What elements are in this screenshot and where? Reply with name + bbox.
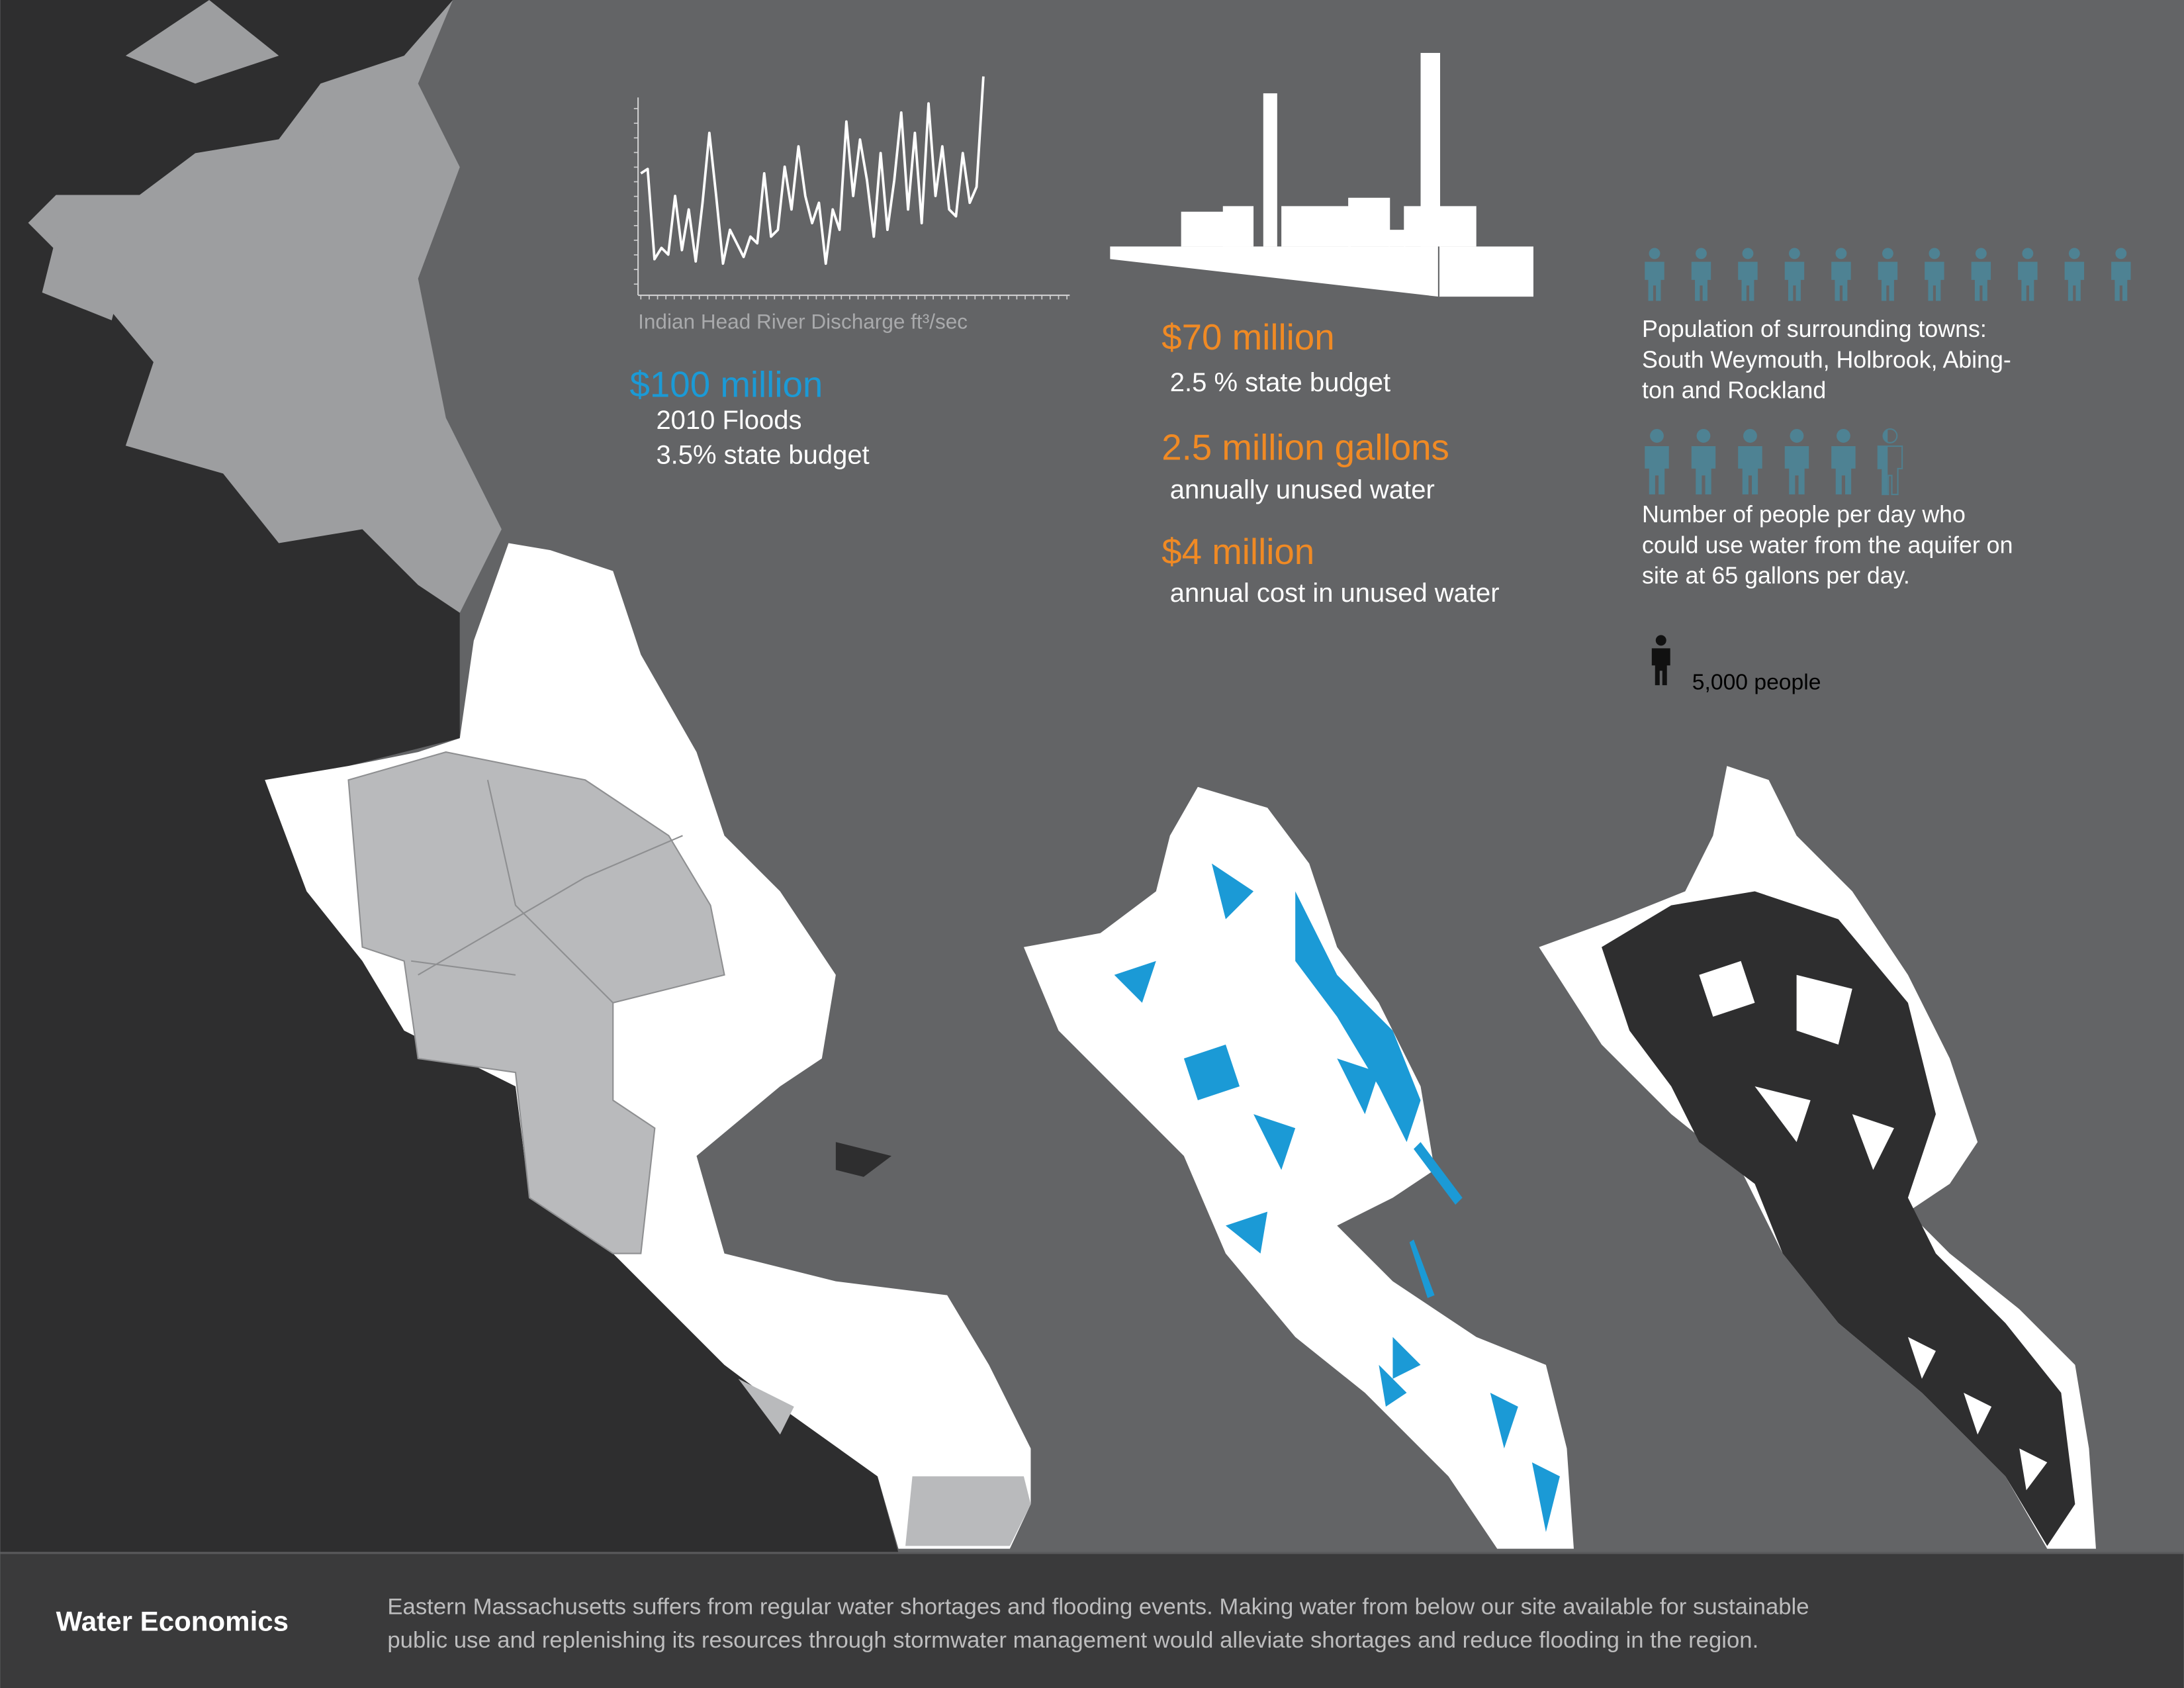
icon-head [1650,429,1664,443]
icon-body [1971,261,1991,301]
person-icon [1878,248,1898,301]
icon-head [1929,248,1940,259]
person-icon [1831,248,1851,301]
town-lines [411,779,683,1004]
island [835,1142,892,1177]
person-icon [1925,248,1944,301]
aquifer-text: site at 65 gallons per day. [1642,563,1910,589]
person-icon [1738,248,1758,301]
footer-title: Water Economics [56,1606,289,1637]
icon-head [1789,248,1800,259]
icon-body [1691,446,1716,494]
icon-head [1837,429,1850,443]
flood-note: 3.5% state budget [656,441,869,470]
icon-body [1925,261,1944,301]
icon-head [1835,248,1847,259]
cost-amount: 2.5 million gallons [1161,426,1449,467]
icon-body [1645,261,1664,301]
icon-body [1691,261,1711,301]
icon-body [1651,648,1670,686]
icon-legend-label: 5,000 people [1692,670,1821,694]
cost-amount: $70 million [1161,316,1334,357]
icon-head [2115,248,2127,259]
icon-fill [1878,429,1888,494]
cost-amount: $4 million [1161,531,1314,572]
flood-note: 2010 Floods [656,406,801,435]
icon-body [1738,446,1762,494]
cost-note: annually unused water [1170,475,1435,504]
icon-body [1738,261,1758,301]
water-bodies [1114,863,1560,1532]
icon-head [1790,429,1804,443]
icon-body [2111,261,2131,301]
person-icon [1691,429,1716,494]
icon-head [2068,248,2080,259]
water-map [1023,786,1574,1549]
icon-head [1882,248,1893,259]
icon-body [1831,446,1856,494]
person-icon [1691,248,1711,301]
person-icon [1784,248,1805,301]
aquifer-zones [1602,891,2075,1546]
person-icon-partial [1877,428,1903,495]
town-south [738,1378,1031,1546]
land-dark [0,0,899,1553]
population-text: South Weymouth, Holbrook, Abing- [1642,346,2011,373]
footer-band [0,1552,2184,1688]
icon-head [1742,248,1754,259]
person-icon [2064,248,2085,301]
person-icon [2018,248,2038,301]
cost-note: 2.5 % state budget [1170,368,1390,397]
person-icon [2111,248,2131,301]
cost-skyline [1110,52,1533,297]
icon-head [1696,429,1711,443]
person-icon [1784,429,1809,494]
icon-legend [1651,635,1670,686]
aquifer-text: could use water from the aquifer on [1642,532,2013,558]
person-icon [1738,429,1762,494]
icon-body [2018,261,2038,301]
town-boundaries [347,751,725,1254]
population-text: Population of surrounding towns: [1642,316,1987,342]
footer-text: public use and replenishing its resource… [387,1628,1758,1653]
discharge-line [640,76,985,265]
icon-head [1743,429,1757,443]
person-icon [1645,248,1664,301]
aquifer-text: Number of people per day who [1642,501,1966,528]
icon-head [1975,248,1987,259]
icon-body [1784,261,1805,301]
chart-caption: Indian Head River Discharge ft³/sec [638,310,968,334]
icon-body [1878,446,1888,494]
icon-head [1649,248,1661,259]
person-icon [1971,248,1991,301]
icon-head [1883,429,1888,443]
harbor-inlets [42,0,390,320]
icon-body [2064,261,2085,301]
footer-text: Eastern Massachusetts suffers from regul… [387,1594,1809,1619]
person-icon [1831,429,1856,494]
icon-body [1831,261,1851,301]
population-text: ton and Rockland [1642,377,1826,404]
icon-body [1878,261,1898,301]
icon-head [1882,428,1898,444]
icon-head [1655,635,1666,646]
icon-head [1696,248,1707,259]
flood-amount: $100 million [629,364,823,405]
icon-body [1784,446,1809,494]
icon-body [1645,446,1669,494]
cost-note: annual cost in unused water [1170,579,1500,608]
icon-head [2022,248,2034,259]
person-icon [1645,429,1669,494]
